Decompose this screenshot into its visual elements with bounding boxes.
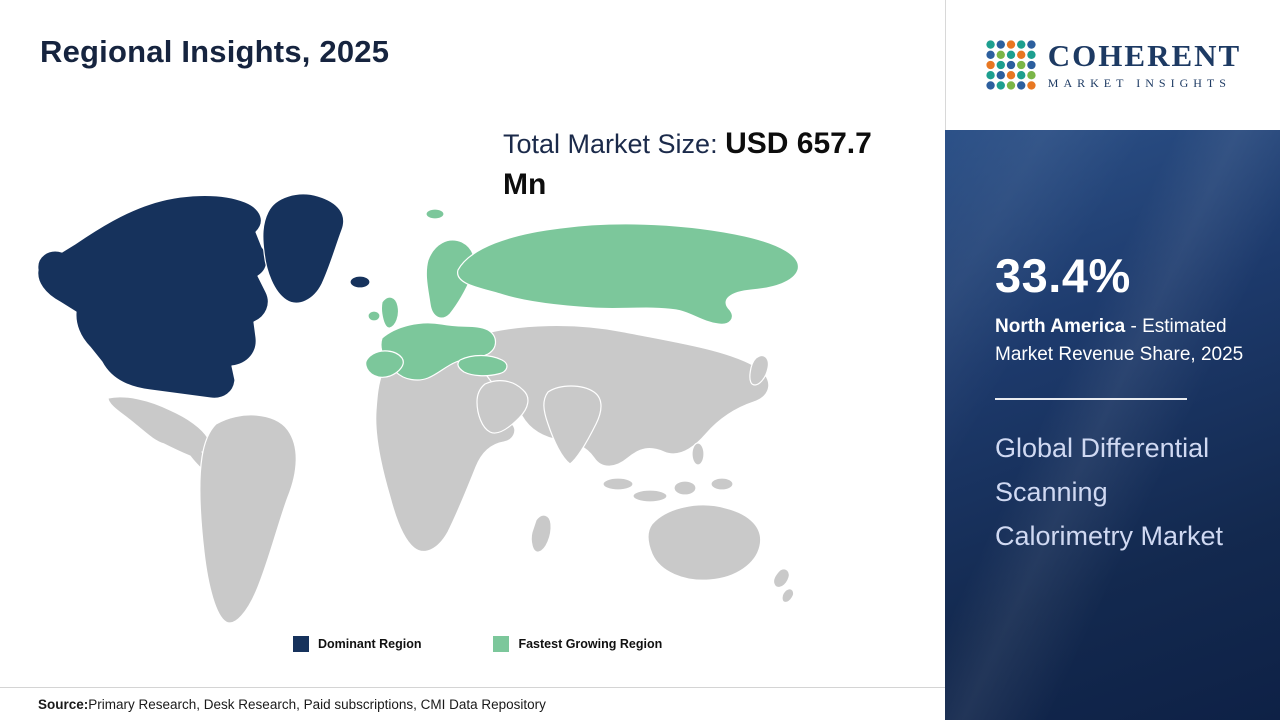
revenue-share-desc-text: - Estimated Market Revenue Share, 2025 [995, 316, 1244, 365]
region-arabia [476, 380, 529, 434]
region-south-america [199, 414, 297, 624]
region-australia [647, 504, 762, 581]
region-new-zealand [772, 568, 795, 604]
region-iceland [349, 275, 371, 289]
map-legend: Dominant Region Fastest Growing Region [293, 636, 662, 652]
main-content: Regional Insights, 2025 Total Market Siz… [0, 34, 945, 720]
source-footer: Source: Primary Research, Desk Research,… [0, 687, 945, 720]
total-market-size-label: Total Market Size: [503, 129, 726, 159]
region-svalbard [425, 208, 445, 220]
world-map-image [37, 193, 799, 624]
region-ireland [367, 310, 381, 322]
region-spain [365, 350, 404, 378]
region-philippines [691, 442, 705, 466]
total-market-size: Total Market Size: USD 657.7 Mn [503, 124, 923, 205]
legend-swatch-growing [493, 636, 510, 652]
region-scandinavia [425, 239, 476, 319]
revenue-share-value: 33.4% [995, 249, 1131, 302]
legend-item-growing: Fastest Growing Region [493, 636, 662, 652]
logo-wordmark: COHERENT [1047, 37, 1242, 73]
logo-tagline: MARKET INSIGHTS [1047, 75, 1231, 90]
total-market-size-value: USD 657.7 Mn [503, 127, 872, 201]
region-greenland [262, 193, 345, 304]
logo-text: COHERENT MARKET INSIGHTS [1048, 40, 1241, 91]
region-india [543, 385, 602, 465]
page-title: Regional Insights, 2025 [40, 34, 390, 69]
logo-dots-icon [986, 40, 1036, 90]
source-text: Primary Research, Desk Research, Paid su… [88, 696, 546, 712]
region-madagascar [530, 514, 552, 553]
legend-item-dominant: Dominant Region [293, 636, 421, 652]
region-indonesia-1 [602, 477, 634, 491]
region-indonesia-3 [673, 480, 697, 496]
region-north-america [37, 194, 269, 399]
panel-divider [995, 398, 1187, 401]
region-new-guinea [710, 477, 734, 491]
region-japan [749, 355, 769, 386]
brand-logo: COHERENT MARKET INSIGHTS [945, 0, 1280, 130]
source-label: Source: [38, 696, 89, 712]
legend-swatch-dominant [293, 636, 309, 652]
region-turkey [457, 354, 508, 377]
region-russia [457, 223, 799, 325]
market-name: Global Differential Scanning Calorimetry… [995, 433, 1224, 552]
revenue-share-region: North America [995, 316, 1126, 337]
sidebar: COHERENT MARKET INSIGHTS 33.4% North Ame… [945, 0, 1280, 720]
stats-panel: 33.4% North America - Estimated Market R… [945, 130, 1280, 720]
legend-label-dominant: Dominant Region [318, 637, 422, 651]
region-indonesia-2 [632, 489, 668, 503]
region-united-kingdom [380, 296, 400, 329]
revenue-share-description: North America - Estimated Market Revenue… [995, 313, 1245, 368]
legend-label-growing: Fastest Growing Region [518, 637, 663, 651]
